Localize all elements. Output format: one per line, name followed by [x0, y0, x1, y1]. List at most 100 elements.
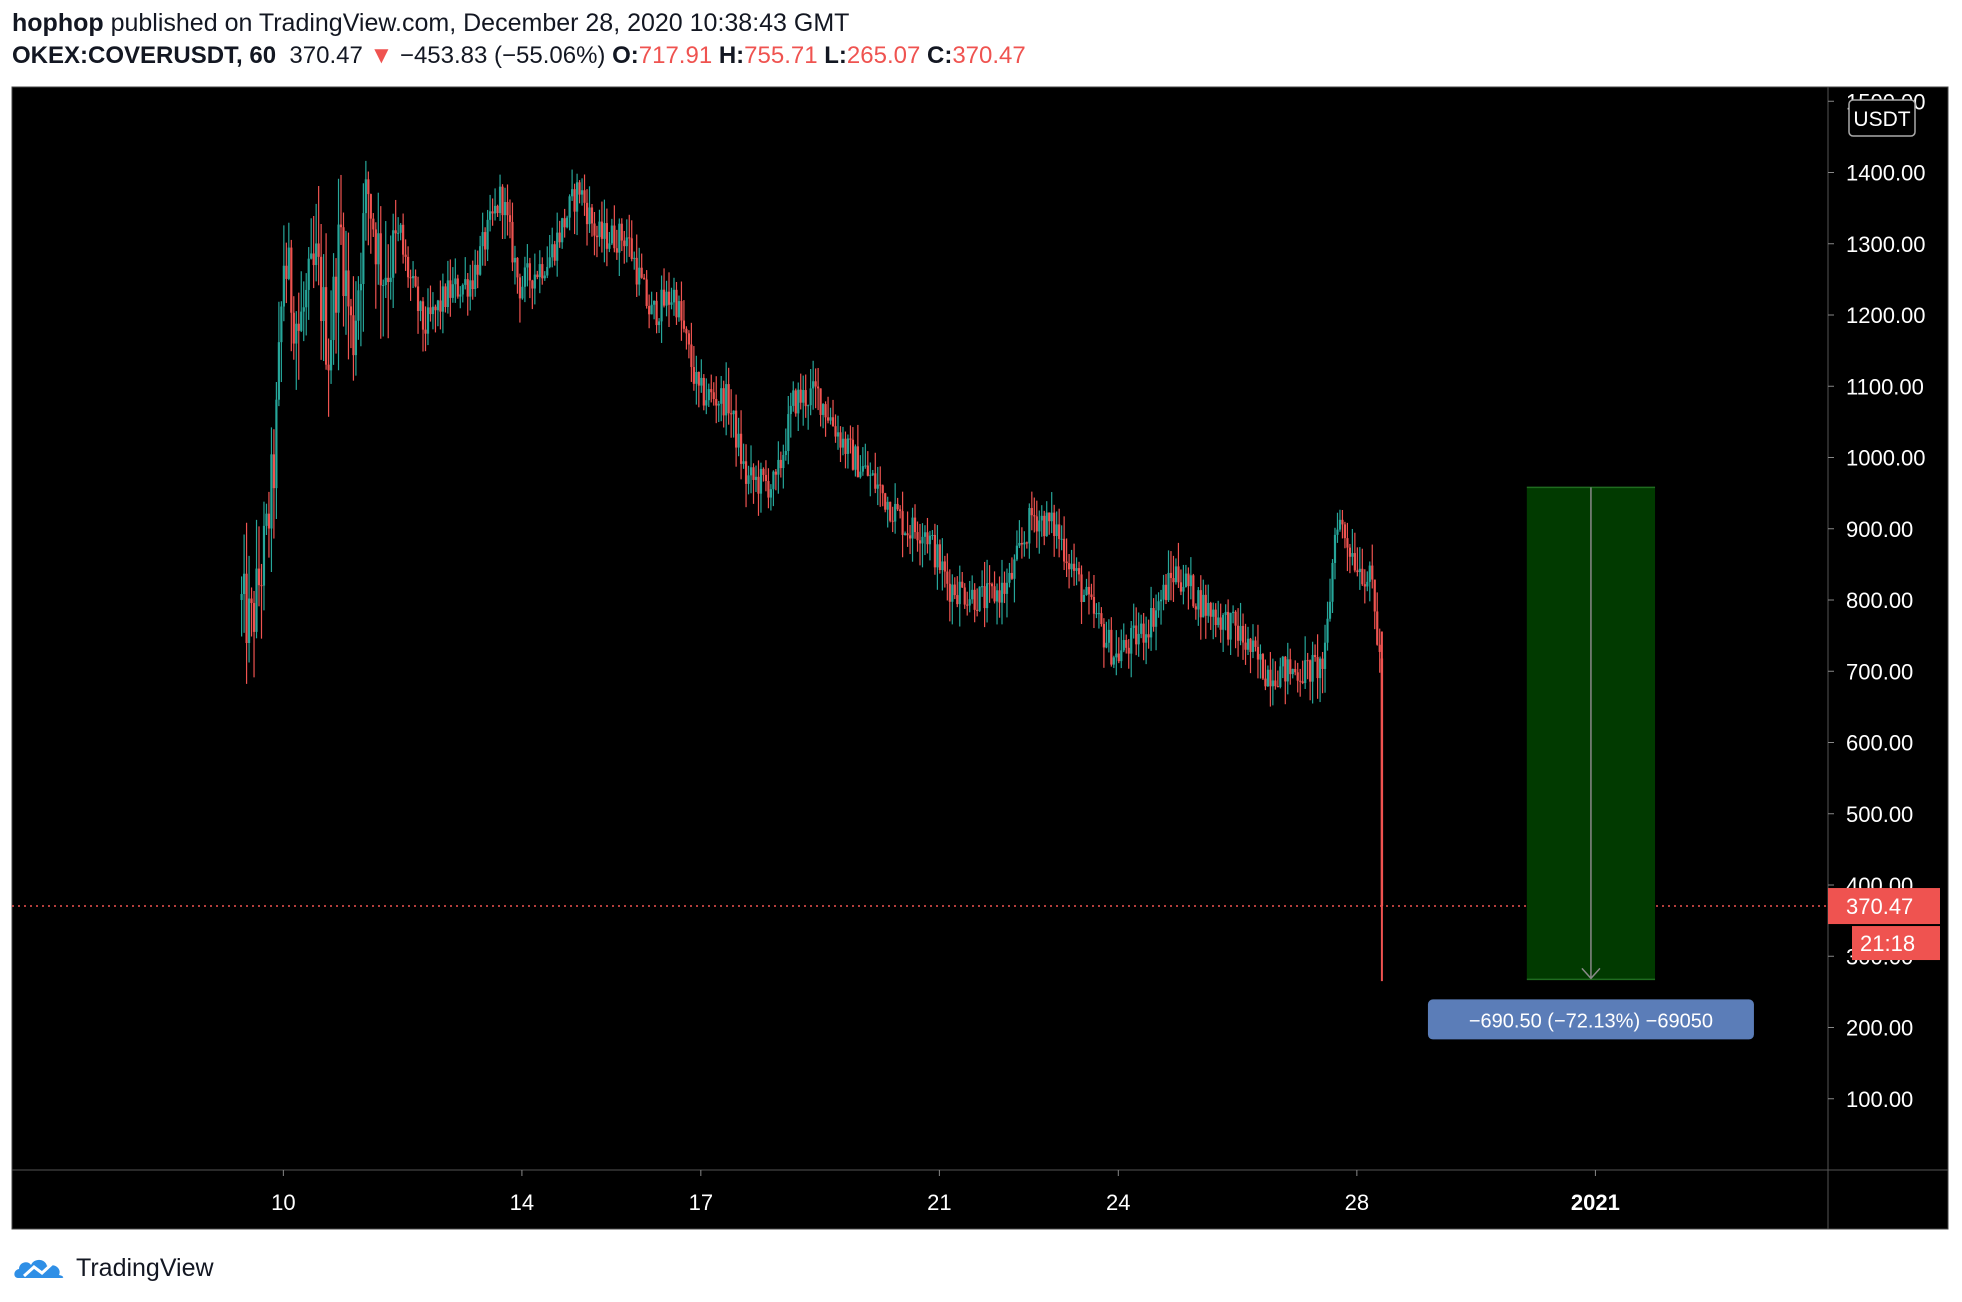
candle-body	[615, 248, 618, 253]
candle-body	[908, 535, 912, 539]
candle-body	[322, 287, 325, 322]
candle-body	[484, 232, 487, 250]
open-value: 717.91	[638, 42, 713, 69]
last-price: 370.47	[289, 42, 363, 69]
candle-body	[1035, 516, 1038, 532]
candle-body	[1346, 538, 1349, 548]
price-range-measure[interactable]: −690.50 (−72.13%) −69050	[1427, 486, 1754, 1040]
candle-body	[411, 276, 415, 279]
candle-body	[610, 225, 613, 244]
candle-body	[1199, 590, 1202, 618]
open-label: O:	[612, 42, 639, 69]
candle-body	[1082, 594, 1086, 603]
tradingview-cloud-icon[interactable]	[12, 1252, 68, 1284]
candle-body	[476, 264, 479, 275]
candle-body	[1264, 678, 1267, 687]
time-axis[interactable]: 10 14 17 21 24 28 2021	[271, 1170, 1620, 1215]
candle-body	[1152, 608, 1155, 627]
plot-area[interactable]	[12, 87, 1948, 1229]
candle-body	[1167, 572, 1170, 601]
candle-body	[324, 287, 328, 365]
candle-body	[456, 278, 459, 297]
candle-body	[846, 438, 850, 454]
candle-body	[523, 267, 526, 287]
candle-body	[1284, 656, 1287, 682]
candle-body	[839, 432, 842, 448]
candle-body	[541, 264, 544, 279]
candle-body	[794, 390, 797, 414]
candle-body	[1087, 586, 1091, 595]
candle-body	[1286, 659, 1289, 682]
candle-body	[1003, 582, 1006, 594]
candle-body	[295, 323, 298, 344]
countdown-label: 21:18	[1860, 931, 1915, 956]
candle-body	[603, 223, 606, 239]
candle-body	[394, 230, 397, 234]
candle-body	[302, 307, 305, 312]
candle-body	[1222, 614, 1225, 630]
candle-body	[598, 221, 601, 238]
candle-body	[739, 433, 743, 464]
candle-body	[707, 389, 710, 401]
candle-body	[275, 399, 278, 489]
currency-badge[interactable]	[1848, 99, 1916, 137]
x-tick-label: 14	[510, 1190, 534, 1215]
y-tick-label: 100.00	[1846, 1087, 1913, 1112]
candle-body	[434, 306, 437, 311]
candle-body	[638, 267, 641, 285]
candle-body	[1331, 562, 1334, 602]
candle-body	[700, 377, 703, 386]
candle-body	[536, 274, 539, 278]
candle-body	[1117, 653, 1120, 662]
candle-body	[1063, 538, 1066, 562]
author-name[interactable]: hophop	[12, 9, 104, 37]
candles	[240, 160, 1384, 982]
candle-body	[481, 232, 484, 247]
candle-body	[933, 534, 937, 568]
candle-body	[1110, 629, 1113, 665]
candle-body	[742, 461, 745, 464]
candle-body	[961, 581, 964, 588]
candle-body	[774, 471, 777, 475]
candle-body	[590, 207, 594, 224]
candle-body	[310, 253, 313, 259]
candle-body	[506, 202, 509, 216]
candle-body	[1095, 613, 1098, 615]
candle-body	[936, 544, 939, 568]
candle-body	[1341, 519, 1344, 525]
candle-body	[657, 321, 661, 326]
measure-arrow-head	[1581, 967, 1601, 980]
price-chart[interactable]: −690.50 (−72.13%) −69050 100.00200.00300…	[0, 0, 1962, 1240]
candle-body	[292, 312, 295, 344]
candle-body	[821, 404, 825, 415]
candle-body	[404, 254, 407, 257]
candle-body	[916, 532, 919, 541]
y-tick-label: 500.00	[1846, 802, 1913, 827]
price-axis[interactable]: 100.00200.00300.00400.00500.00600.00700.…	[1828, 89, 1926, 1112]
tradingview-brand[interactable]: TradingView	[76, 1253, 214, 1282]
candle-body	[300, 311, 303, 331]
candle-body	[1376, 611, 1379, 645]
candle-body	[864, 465, 867, 467]
candle-body	[759, 468, 763, 494]
candle-body	[859, 471, 862, 478]
candle-body	[976, 609, 979, 611]
candle-body	[697, 371, 700, 386]
candle-body	[715, 399, 718, 406]
candle-body	[518, 277, 522, 299]
candle-body	[921, 536, 924, 544]
candle-body	[1048, 512, 1051, 522]
candle-body	[737, 433, 740, 448]
candle-body	[913, 517, 917, 533]
candle-body	[655, 300, 658, 326]
candle-body	[757, 476, 760, 494]
candle-body	[1378, 644, 1381, 652]
symbol-label[interactable]: OKEX:COVERUSDT, 60	[12, 42, 277, 69]
candle-body	[613, 225, 616, 249]
candle-body	[1182, 586, 1185, 592]
candle-body	[1162, 584, 1165, 600]
candle-body	[608, 243, 611, 249]
candle-body	[556, 232, 559, 261]
candle-body	[951, 584, 954, 602]
candle-body	[1038, 520, 1041, 532]
